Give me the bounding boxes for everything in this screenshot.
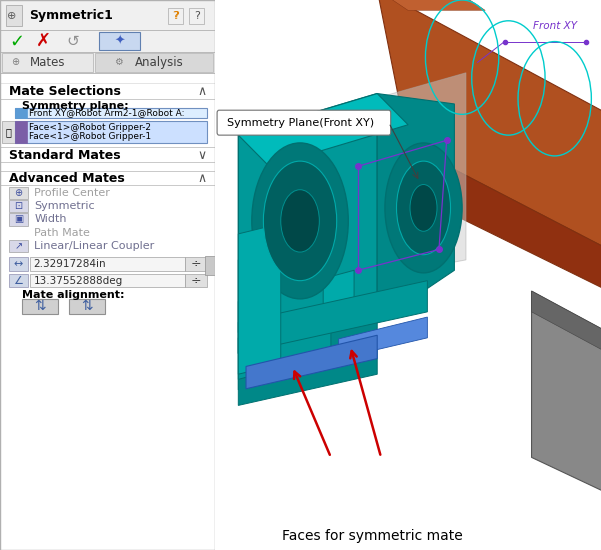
- Bar: [99, 32, 140, 50]
- Ellipse shape: [281, 190, 319, 252]
- Bar: [15, 121, 207, 143]
- Text: Symmetric: Symmetric: [34, 201, 95, 211]
- Text: ?: ?: [194, 11, 200, 21]
- Polygon shape: [377, 94, 454, 322]
- Text: Face<1>@Robot Gripper-1: Face<1>@Robot Gripper-1: [29, 132, 151, 141]
- Bar: [15, 121, 27, 143]
- Text: ÷: ÷: [191, 274, 201, 287]
- Text: ⇅: ⇅: [81, 299, 93, 314]
- Bar: [206, 256, 215, 275]
- Bar: [8, 240, 28, 252]
- Text: 2.32917284in: 2.32917284in: [33, 259, 106, 269]
- Text: Faces for symmetric mate: Faces for symmetric mate: [282, 529, 463, 543]
- Text: Symmetry Plane(Front XY): Symmetry Plane(Front XY): [227, 118, 374, 128]
- Bar: [7, 6, 22, 26]
- Bar: [0, 0, 215, 30]
- Text: Path Mate: Path Mate: [34, 228, 90, 238]
- Polygon shape: [239, 223, 281, 374]
- Ellipse shape: [397, 161, 451, 255]
- Text: Width: Width: [34, 214, 67, 224]
- Bar: [15, 108, 27, 118]
- Bar: [185, 257, 207, 271]
- Polygon shape: [246, 73, 466, 301]
- Bar: [168, 8, 183, 24]
- Polygon shape: [239, 94, 408, 166]
- Bar: [2, 121, 15, 143]
- Text: Front XY@Robot Arm2-1@Robot A:: Front XY@Robot Arm2-1@Robot A:: [29, 108, 185, 117]
- Polygon shape: [239, 312, 331, 380]
- Text: ↺: ↺: [67, 34, 79, 49]
- Polygon shape: [239, 270, 354, 390]
- Polygon shape: [239, 280, 427, 354]
- Text: ⊕: ⊕: [11, 57, 19, 67]
- Polygon shape: [377, 0, 601, 250]
- Bar: [8, 257, 28, 271]
- Text: 🔩: 🔩: [5, 127, 11, 137]
- Bar: [22, 299, 58, 314]
- Bar: [8, 187, 28, 199]
- Polygon shape: [239, 234, 323, 333]
- Text: ∧: ∧: [197, 85, 207, 98]
- Text: ∨: ∨: [197, 148, 207, 162]
- Text: Mate Selections: Mate Selections: [8, 85, 120, 98]
- Polygon shape: [246, 336, 377, 389]
- Bar: [30, 274, 185, 287]
- FancyBboxPatch shape: [217, 110, 391, 135]
- Text: ↔: ↔: [14, 259, 23, 269]
- Text: ⚙: ⚙: [114, 57, 123, 67]
- Text: ⇅: ⇅: [34, 299, 46, 314]
- Polygon shape: [377, 0, 485, 10]
- Bar: [185, 274, 207, 287]
- Text: Symmetry plane:: Symmetry plane:: [22, 101, 128, 111]
- Text: 13.37552888deg: 13.37552888deg: [33, 276, 123, 285]
- Text: ∠: ∠: [13, 276, 23, 285]
- Text: Mate alignment:: Mate alignment:: [22, 290, 124, 300]
- Bar: [0, 30, 215, 52]
- Text: ?: ?: [172, 11, 178, 21]
- Text: Analysis: Analysis: [135, 56, 183, 69]
- Bar: [2, 53, 93, 72]
- Text: Mates: Mates: [29, 56, 65, 69]
- Bar: [15, 108, 207, 118]
- Polygon shape: [531, 291, 601, 354]
- Text: Front XY: Front XY: [532, 21, 577, 31]
- Bar: [95, 53, 213, 72]
- Text: ⊡: ⊡: [14, 201, 22, 211]
- Polygon shape: [338, 317, 427, 359]
- Bar: [8, 200, 28, 212]
- Bar: [69, 299, 105, 314]
- Polygon shape: [408, 146, 601, 291]
- Text: Symmetric1: Symmetric1: [29, 9, 113, 23]
- Text: ÷: ÷: [191, 257, 201, 271]
- Text: Standard Mates: Standard Mates: [8, 148, 120, 162]
- Bar: [189, 8, 204, 24]
- Text: Linear/Linear Coupler: Linear/Linear Coupler: [34, 241, 154, 251]
- Bar: [30, 257, 185, 271]
- Text: Advanced Mates: Advanced Mates: [8, 172, 124, 185]
- Text: ✓: ✓: [10, 32, 25, 50]
- Text: Face<1>@Robot Gripper-2: Face<1>@Robot Gripper-2: [29, 123, 151, 132]
- Ellipse shape: [385, 143, 462, 273]
- Text: Profile Center: Profile Center: [34, 188, 111, 198]
- Polygon shape: [239, 322, 377, 405]
- Text: ⊕: ⊕: [7, 11, 16, 21]
- Bar: [8, 274, 28, 287]
- Polygon shape: [531, 291, 601, 494]
- Text: ▣: ▣: [14, 214, 23, 224]
- Bar: [0, 52, 215, 73]
- Ellipse shape: [263, 161, 337, 280]
- Text: ∧: ∧: [197, 172, 207, 185]
- Text: ↗: ↗: [14, 241, 22, 251]
- Polygon shape: [239, 94, 377, 354]
- Bar: [8, 213, 28, 226]
- Ellipse shape: [410, 184, 437, 232]
- Text: ✗: ✗: [35, 32, 50, 50]
- Text: ⊕: ⊕: [14, 188, 22, 198]
- Text: ?: ?: [174, 11, 179, 21]
- Text: ✦: ✦: [114, 35, 124, 48]
- Ellipse shape: [252, 143, 348, 299]
